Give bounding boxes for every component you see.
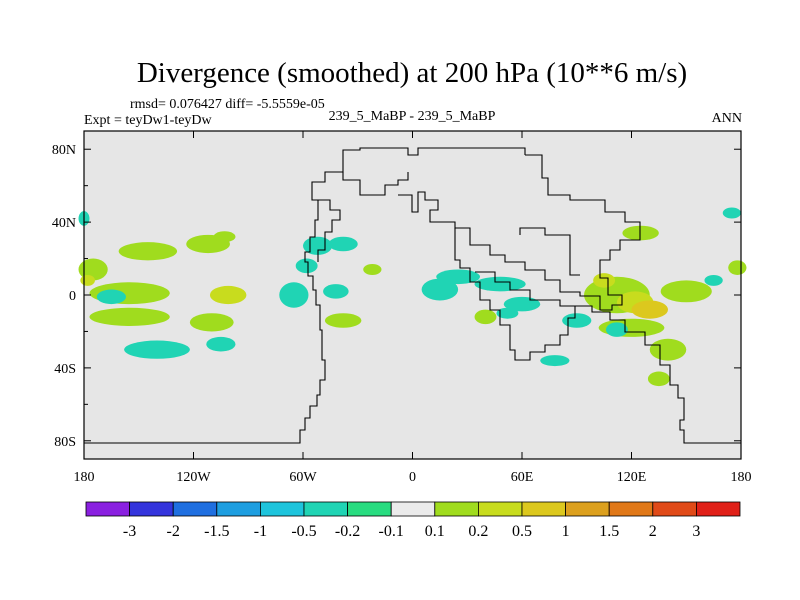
y-axis: 80N 40N 0 40S 80S bbox=[52, 143, 741, 450]
y-tick-label-3: 40S bbox=[54, 362, 76, 377]
colorbar-label-3: -1 bbox=[254, 523, 267, 540]
anomaly-contour-1 bbox=[80, 274, 95, 286]
anomaly-contour-15 bbox=[295, 258, 318, 274]
coastline-central-america bbox=[317, 199, 341, 262]
expt-line: Expt = teyDw1-teyDw bbox=[84, 113, 213, 128]
coastline-arabia-india bbox=[519, 227, 580, 276]
anomaly-contour-24 bbox=[496, 307, 519, 319]
anomaly-contour-39 bbox=[647, 371, 670, 387]
anomaly-contour-35 bbox=[704, 274, 723, 286]
colorbar-swatch-3 bbox=[216, 501, 261, 517]
x-tick-label-4: 60E bbox=[511, 470, 534, 485]
chart-title: Divergence (smoothed) at 200 hPa (10**6 … bbox=[137, 57, 687, 89]
colorbar-swatch-8 bbox=[434, 501, 479, 517]
colorbar-label-1: -2 bbox=[167, 523, 180, 540]
anomaly-contour-36 bbox=[728, 260, 747, 275]
coastline-europe-asia bbox=[398, 154, 641, 311]
anomaly-contour-17 bbox=[324, 313, 362, 328]
x-tick-label-1: 120W bbox=[176, 470, 211, 485]
anomaly-contour-0 bbox=[78, 258, 108, 281]
x-tick-label-3: 0 bbox=[409, 470, 416, 485]
colorbar-swatch-13 bbox=[652, 501, 697, 517]
anomaly-contour-11 bbox=[206, 336, 236, 352]
x-tick-label-5: 120E bbox=[617, 470, 647, 485]
anomaly-contour-19 bbox=[421, 278, 459, 301]
anomaly-contour-12 bbox=[279, 282, 309, 308]
colorbar-swatch-9 bbox=[477, 501, 523, 517]
colorbar-label-10: 1 bbox=[562, 523, 570, 540]
anomaly-contour-27 bbox=[631, 300, 668, 319]
x-tick-label-0: 180 bbox=[74, 470, 95, 485]
colorbar-label-7: 0.1 bbox=[425, 523, 445, 540]
coastline-africa bbox=[454, 228, 576, 361]
coastline-americas bbox=[84, 147, 526, 444]
colorbar-swatch-7 bbox=[390, 501, 436, 517]
colorbar-label-6: -0.1 bbox=[379, 523, 404, 540]
anomaly-contour-18 bbox=[363, 264, 382, 275]
colorbar-swatch-5 bbox=[303, 501, 348, 517]
anomaly-contour-8 bbox=[89, 307, 170, 326]
x-tick-label-6: 180 bbox=[731, 470, 752, 485]
anomaly-contour-10 bbox=[124, 340, 190, 359]
colorbar: -3 -2 -1.5 -1 -0.5 -0.2 -0.1 0.1 0.2 0.5 1 1.5 2 3 bbox=[85, 501, 741, 540]
anomaly-contour-38 bbox=[540, 355, 570, 367]
season-label: ANN bbox=[712, 111, 742, 126]
anomaly-contour-31 bbox=[605, 322, 628, 337]
anomaly-contour-16 bbox=[323, 284, 349, 299]
y-tick-label-2: 0 bbox=[69, 289, 76, 304]
y-tick-label-0: 80N bbox=[52, 143, 76, 158]
anomaly-contour-32 bbox=[562, 313, 592, 328]
stats-line: rmsd= 0.076427 diff= -5.5559e-05 bbox=[130, 97, 325, 112]
x-axis: 180 120W 60W 0 60E 120E 180 bbox=[74, 131, 752, 485]
anomaly-contour-20 bbox=[436, 269, 481, 285]
colorbar-swatch-0 bbox=[85, 501, 130, 517]
anomaly-contour-2 bbox=[118, 242, 178, 261]
anomaly-contour-14 bbox=[328, 236, 358, 252]
anomaly-contour-6 bbox=[96, 289, 126, 305]
colorbar-swatch-6 bbox=[347, 501, 392, 517]
colorbar-swatch-11 bbox=[565, 501, 610, 517]
colorbar-swatch-12 bbox=[608, 501, 654, 517]
colorbar-label-5: -0.2 bbox=[335, 523, 360, 540]
anomaly-contour-37 bbox=[722, 207, 741, 219]
coastline-southeast-asia bbox=[575, 305, 741, 444]
y-tick-label-1: 40N bbox=[52, 216, 76, 231]
colorbar-label-2: -1.5 bbox=[204, 523, 229, 540]
anomaly-contour-4 bbox=[213, 231, 236, 243]
anomaly-contour-33 bbox=[649, 338, 687, 361]
anomaly-contour-9 bbox=[189, 313, 234, 332]
y-tick-label-4: 80S bbox=[54, 435, 76, 450]
anomaly-contour-29 bbox=[593, 273, 616, 288]
anomaly-contour-7 bbox=[209, 285, 247, 305]
colorbar-swatch-2 bbox=[172, 501, 218, 517]
colorbar-label-0: -3 bbox=[123, 523, 136, 540]
colorbar-swatch-4 bbox=[259, 501, 305, 517]
colorbar-label-9: 0.5 bbox=[512, 523, 532, 540]
colorbar-swatch-14 bbox=[696, 501, 741, 517]
coastline-greenland bbox=[342, 172, 409, 196]
anomaly-contour-28 bbox=[660, 280, 712, 303]
x-tick-label-2: 60W bbox=[289, 470, 317, 485]
anomaly-contour-21 bbox=[474, 276, 526, 292]
case-line: 239_5_MaBP - 239_5_MaBP bbox=[329, 109, 496, 124]
colorbar-label-8: 0.2 bbox=[468, 523, 488, 540]
anomaly-contour-23 bbox=[474, 309, 497, 325]
anomaly-contour-34 bbox=[622, 225, 659, 241]
colorbar-swatch-1 bbox=[129, 501, 174, 517]
colorbar-swatch-10 bbox=[521, 501, 566, 517]
colorbar-label-13: 3 bbox=[692, 523, 700, 540]
colorbar-label-11: 1.5 bbox=[599, 523, 619, 540]
colorbar-label-4: -0.5 bbox=[291, 523, 316, 540]
colorbar-label-12: 2 bbox=[649, 523, 657, 540]
